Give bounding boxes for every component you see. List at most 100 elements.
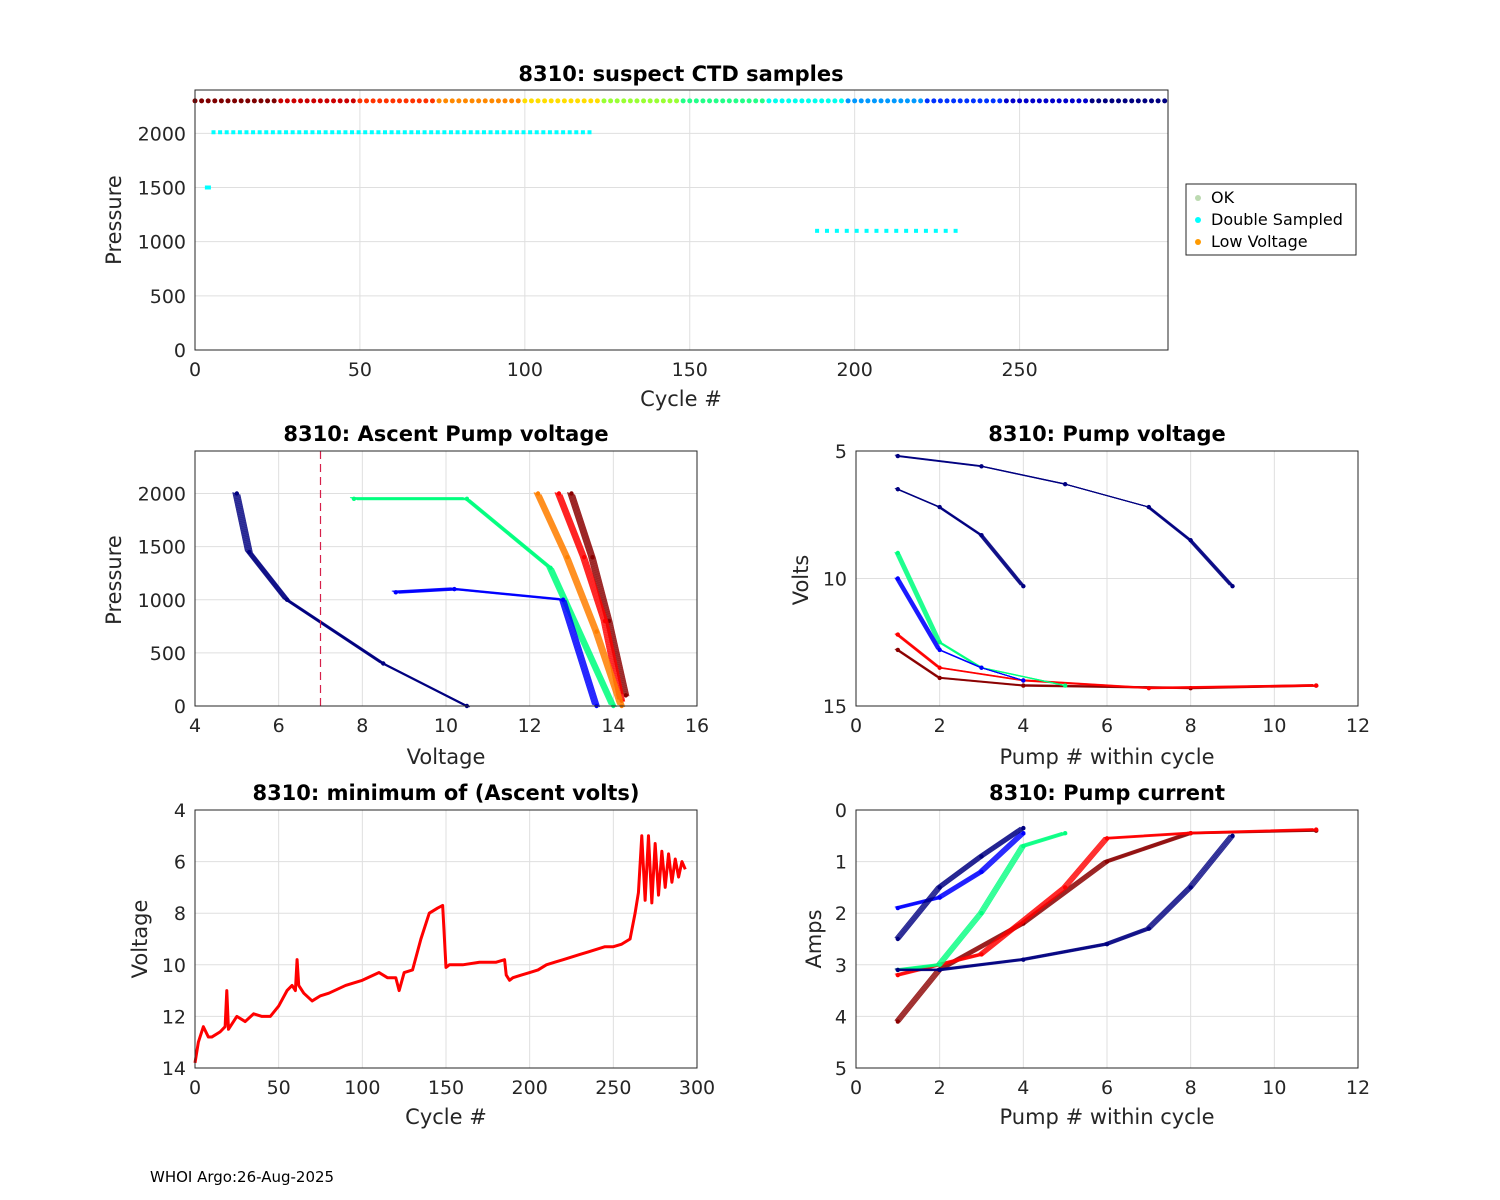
cycle-color-marker [1043, 98, 1049, 104]
y-tick-label: 8 [174, 903, 186, 925]
cycle-color-marker [720, 98, 726, 104]
x-tick-label: 250 [595, 1077, 631, 1099]
series-line [897, 832, 1024, 909]
cycle-color-marker [317, 98, 323, 104]
y-tick-label: 0 [835, 800, 847, 822]
cycle-color-marker [390, 98, 396, 104]
data-point [1104, 836, 1110, 841]
data-point [569, 491, 574, 496]
double-sampled-marker [290, 130, 295, 135]
data-point [234, 491, 240, 496]
double-sampled-marker [317, 130, 322, 135]
x-tick-label: 6 [1101, 1077, 1113, 1099]
series-line [894, 831, 1021, 908]
data-point [1062, 683, 1068, 688]
double-sampled-marker [521, 130, 526, 135]
double-sampled-marker [264, 130, 269, 135]
double-sampled-marker [350, 130, 355, 135]
cycle-color-marker [964, 98, 970, 104]
data-point [979, 952, 984, 957]
double-sampled-marker [864, 228, 869, 233]
x-tick-label: 250 [1001, 359, 1037, 381]
cycle-color-marker [1056, 98, 1062, 104]
data-point [937, 640, 942, 645]
data-point [381, 661, 386, 666]
double-sampled-marker [844, 228, 849, 233]
cycle-color-marker [337, 98, 343, 104]
legend-marker-low-voltage [1195, 239, 1201, 245]
cycle-color-marker [832, 98, 838, 104]
y-tick-label: 5 [835, 1058, 847, 1080]
double-sampled-marker [528, 130, 533, 135]
double-sampled-marker [297, 130, 302, 135]
legend-label-ok: OK [1211, 188, 1235, 207]
cycle-color-marker [436, 98, 442, 104]
data-point [452, 586, 457, 592]
double-sampled-marker [284, 130, 289, 135]
y-tick-label: 1500 [138, 178, 186, 200]
cycle-color-marker [891, 98, 897, 104]
cycle-color-marker [944, 98, 950, 104]
double-sampled-marker [323, 130, 328, 135]
series-line [571, 493, 627, 696]
y-tick-label: 5 [835, 441, 847, 463]
data-point [1188, 885, 1193, 890]
x-tick-label: 8 [356, 715, 368, 737]
y-tick-label: 3 [835, 955, 847, 977]
series-line [356, 499, 617, 708]
cycle-color-marker [515, 98, 521, 104]
series-line [534, 492, 620, 706]
cycle-color-marker [502, 98, 508, 104]
double-sampled-marker [884, 228, 889, 233]
chart-title: 8310: Pump current [989, 781, 1225, 805]
x-axis-label: Cycle # [640, 387, 722, 411]
data-point [979, 911, 984, 916]
cycle-color-marker [878, 98, 884, 104]
series-line [539, 493, 625, 707]
cycle-color-marker [898, 98, 904, 104]
data-layer [894, 453, 1319, 691]
data-point [979, 869, 984, 875]
series-line [895, 832, 1022, 908]
data-point [979, 464, 984, 469]
cycle-color-marker [911, 98, 917, 104]
cycle-color-marker [680, 98, 686, 104]
double-sampled-marker [874, 228, 879, 233]
cycle-color-marker [245, 98, 251, 104]
cycle-color-marker [304, 98, 310, 104]
cycle-color-marker [1083, 98, 1089, 104]
min-voltage-line [193, 834, 687, 1064]
cycle-color-marker [773, 98, 779, 104]
tick-labels: 0 2 4 6 8 10 12 5 10 15 [823, 441, 1370, 737]
cycle-color-marker [1135, 98, 1141, 104]
cycle-color-marker [535, 98, 541, 104]
cycle-color-marker [970, 98, 976, 104]
data-point [895, 487, 901, 492]
panel-minimum-ascent-volts: 0 50 100 150 200 250 300 4 6 8 10 12 14 8310: minimu… [128, 781, 715, 1129]
double-sampled-marker [237, 130, 242, 135]
cycle-color-marker [885, 98, 891, 104]
cycle-color-marker [865, 98, 871, 104]
series-line [573, 493, 629, 697]
double-sampled-marker [435, 130, 440, 135]
data-point [284, 597, 290, 602]
series-line [533, 492, 619, 705]
x-tick-label: 150 [672, 359, 708, 381]
data-layer [894, 825, 1319, 1024]
series-line [556, 492, 621, 701]
axes-box [855, 809, 1359, 1069]
cycle-color-marker [759, 98, 765, 104]
series-line [899, 833, 1026, 910]
double-sampled-marker [953, 228, 958, 233]
x-tick-label: 4 [1017, 1077, 1029, 1099]
x-axis-label: Pump # within cycle [1000, 1105, 1215, 1129]
series-line [555, 492, 620, 700]
double-sampled-marker [251, 130, 256, 135]
series-line [537, 493, 623, 707]
cycle-color-marker [238, 98, 244, 104]
tick-labels: 4 6 8 10 12 14 16 0 500 1000 1500 2000 [138, 484, 709, 738]
cycle-color-marker [845, 98, 851, 104]
data-point [1062, 481, 1068, 487]
chart-title: 8310: Pump voltage [988, 422, 1226, 446]
double-sampled-marker [495, 130, 500, 135]
